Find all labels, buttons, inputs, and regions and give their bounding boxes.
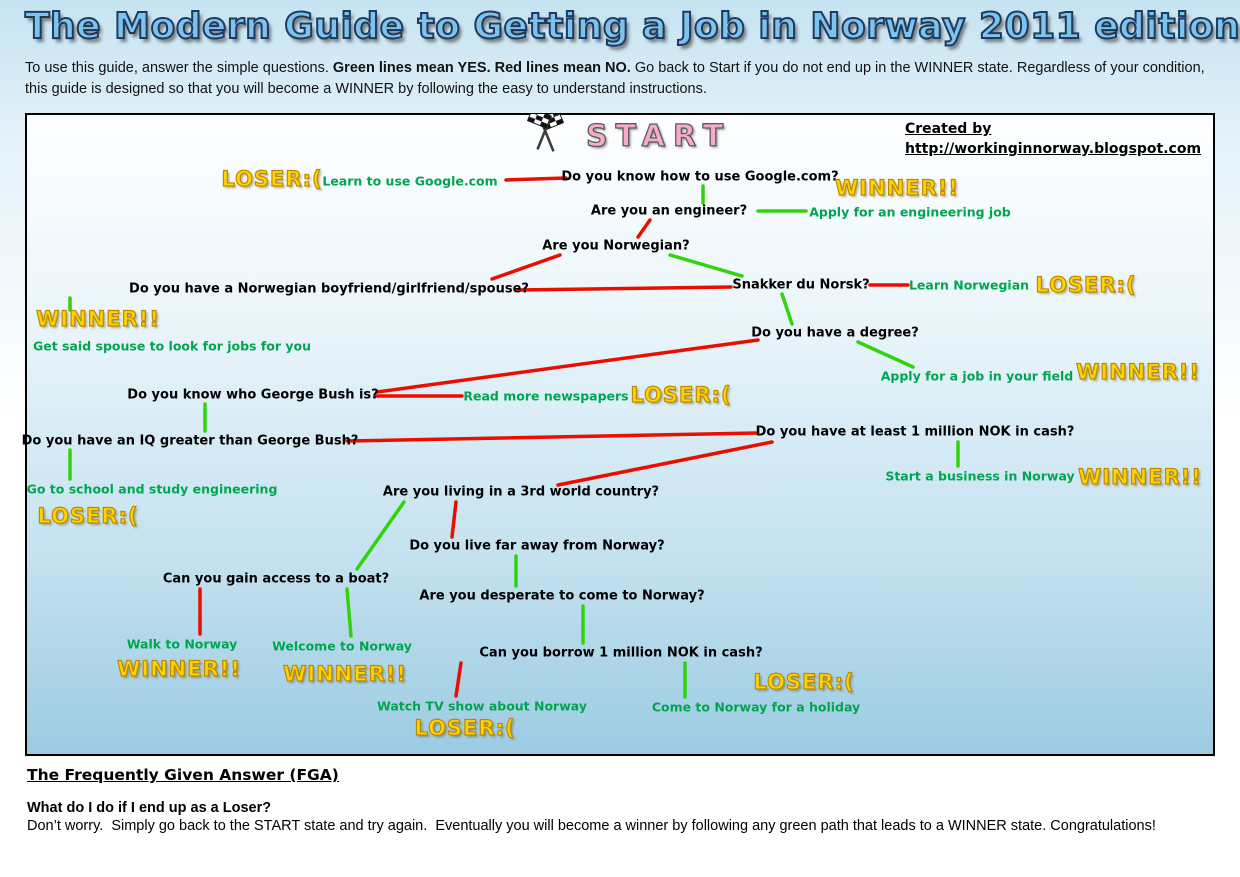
intro-text: To use this guide, answer the simple que… xyxy=(25,58,1217,100)
created-by-label: Created by xyxy=(905,121,992,137)
intro-part1: To use this guide, answer the simple que… xyxy=(25,60,333,76)
fga-heading: The Frequently Given Answer (FGA) xyxy=(27,766,339,784)
intro-part2: Go back to Start if you do not end up in… xyxy=(25,60,1205,98)
fga-answer: Don’t worry. Simply go back to the START… xyxy=(27,818,1156,834)
fga-question: What do I do if I end up as a Loser? xyxy=(27,800,272,816)
start-label: START xyxy=(585,118,732,154)
created-by-url: http://workinginnorway.blogspot.com xyxy=(905,140,1202,157)
start-node: START xyxy=(518,114,731,158)
created-by: Created by http://workinginnorway.blogsp… xyxy=(905,120,1201,159)
footer: The Frequently Given Answer (FGA) What d… xyxy=(27,766,1219,834)
checkered-flags-icon xyxy=(518,114,574,153)
diagram-box xyxy=(25,113,1215,756)
page-title: The Modern Guide to Getting a Job in Nor… xyxy=(24,5,1240,48)
intro-bold: Green lines mean YES. Red lines mean NO. xyxy=(332,60,631,76)
